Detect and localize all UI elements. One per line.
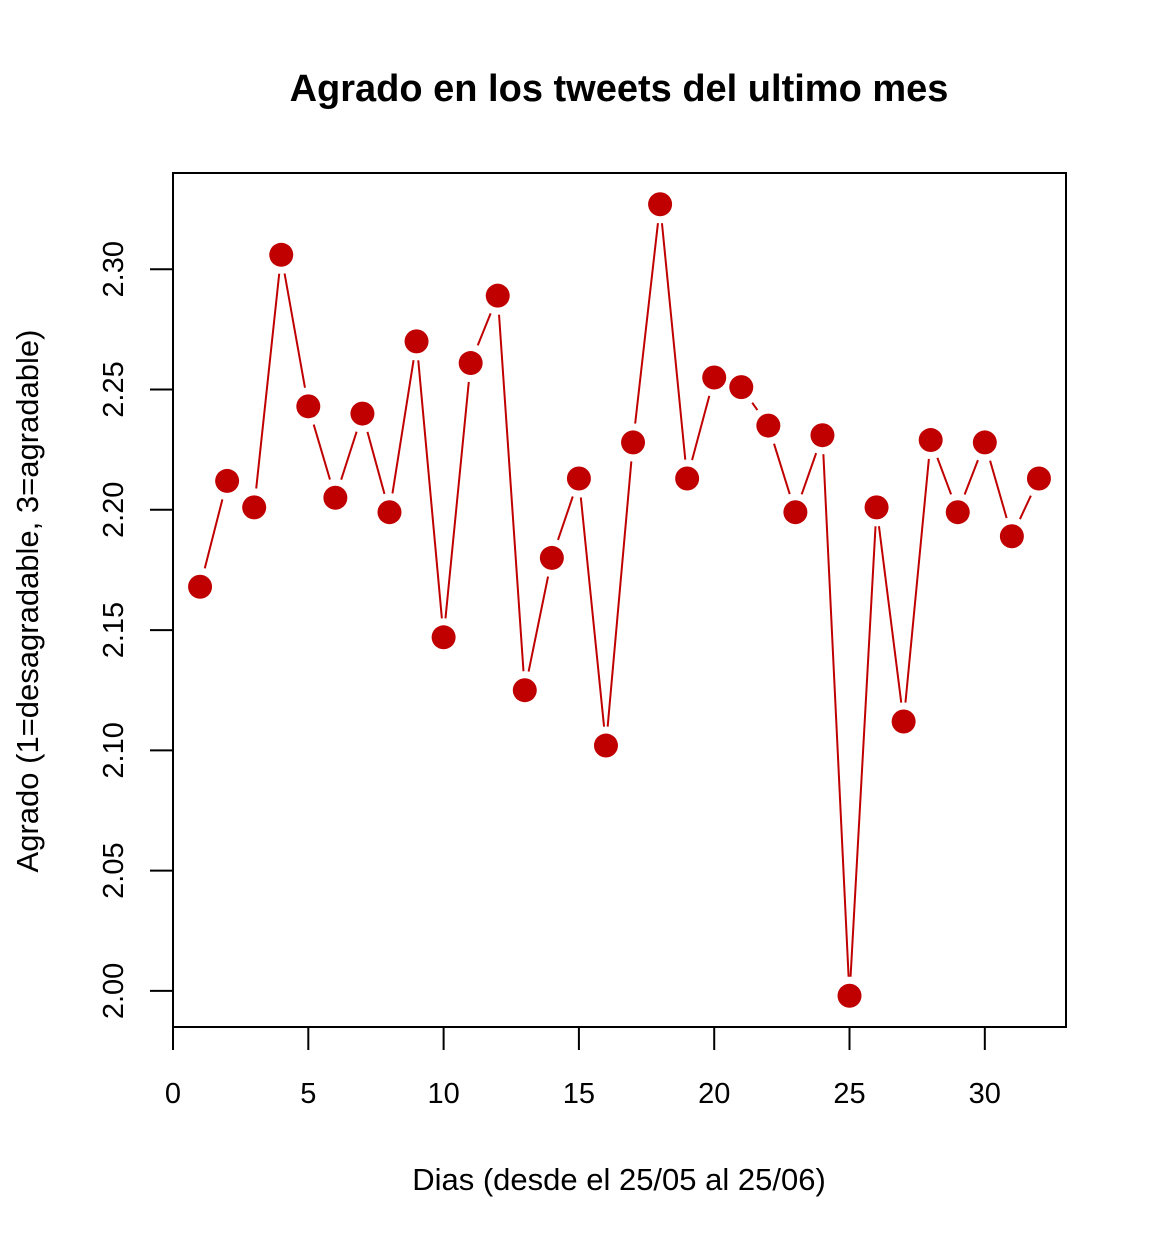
series-line-segment xyxy=(660,223,687,460)
series-line-segment xyxy=(579,497,606,727)
x-tick-label: 0 xyxy=(165,1078,181,1110)
y-tick-label: 2.25 xyxy=(98,361,130,417)
data-point xyxy=(918,428,943,453)
data-point xyxy=(729,375,754,400)
series-line-segment xyxy=(606,461,633,727)
series-line-segment xyxy=(527,576,550,672)
data-point xyxy=(972,430,997,455)
chart-title: Agrado en los tweets del ultimo mes xyxy=(290,68,949,110)
data-point xyxy=(512,678,537,703)
data-point xyxy=(891,709,916,734)
series-points xyxy=(188,192,1051,1008)
data-point xyxy=(864,495,889,520)
data-point xyxy=(999,524,1024,549)
y-tick-label: 2.10 xyxy=(98,722,130,778)
series-line-segment xyxy=(444,381,470,619)
x-tick-label: 25 xyxy=(833,1078,865,1110)
series-line-segment xyxy=(283,273,306,388)
series-lines xyxy=(203,223,1032,977)
data-point xyxy=(648,192,673,217)
series-line-segment xyxy=(877,526,903,703)
data-point xyxy=(323,485,348,510)
data-point xyxy=(756,413,781,438)
x-tick-label: 30 xyxy=(969,1078,1001,1110)
data-point xyxy=(296,394,321,419)
y-tick-label: 2.00 xyxy=(98,963,130,1019)
x-axis: 0 5 10 15 20 25 30 xyxy=(165,1026,1001,1110)
series-line-segment xyxy=(989,460,1008,519)
x-tick-label: 10 xyxy=(427,1078,459,1110)
data-point xyxy=(837,983,862,1008)
data-point xyxy=(593,733,618,758)
data-point xyxy=(269,242,294,267)
data-point xyxy=(675,466,700,491)
data-point xyxy=(539,545,564,570)
data-point xyxy=(783,500,808,525)
data-point xyxy=(621,430,646,455)
y-tick-label: 2.30 xyxy=(98,241,130,297)
series-line-segment xyxy=(904,458,930,703)
series-line-segment xyxy=(800,452,818,495)
series-line-segment xyxy=(498,314,525,672)
data-point xyxy=(377,500,402,525)
series-line-segment xyxy=(366,431,386,495)
data-point xyxy=(1026,466,1051,491)
series-line-segment xyxy=(476,312,492,346)
series-line-segment xyxy=(557,496,574,541)
y-tick-label: 2.05 xyxy=(98,842,130,898)
series-line-segment xyxy=(340,431,358,480)
series-line-segment xyxy=(1019,495,1032,520)
data-point xyxy=(945,500,970,525)
series-line-segment xyxy=(936,457,953,495)
series-line-segment xyxy=(203,499,224,569)
x-tick-label: 15 xyxy=(563,1078,595,1110)
series-line-segment xyxy=(391,360,415,494)
x-tick-label: 20 xyxy=(698,1078,730,1110)
data-point xyxy=(566,466,591,491)
x-axis-label: Dias (desde el 25/05 al 25/06) xyxy=(412,1162,826,1197)
data-point xyxy=(810,423,835,448)
series-line-segment xyxy=(773,443,791,495)
data-point xyxy=(485,283,510,308)
data-point xyxy=(188,574,213,599)
data-point xyxy=(404,329,429,354)
data-point xyxy=(215,468,240,493)
data-point xyxy=(350,401,375,426)
series-line-segment xyxy=(751,402,759,411)
series-line-segment xyxy=(963,459,979,495)
series-line-segment xyxy=(849,526,877,977)
data-point xyxy=(702,365,727,390)
series-line-segment xyxy=(691,395,711,461)
y-tick-label: 2.20 xyxy=(98,482,130,538)
data-point xyxy=(458,351,483,376)
x-tick-label: 5 xyxy=(300,1078,316,1110)
series-line-segment xyxy=(312,424,331,480)
data-point xyxy=(242,495,267,520)
series-line-segment xyxy=(417,360,443,619)
y-tick-label: 2.15 xyxy=(98,602,130,658)
series-line-segment xyxy=(634,223,659,424)
series-line-segment xyxy=(822,454,850,977)
y-axis: 2.00 2.05 2.10 2.15 2.20 2.25 2.30 xyxy=(98,241,174,1019)
data-point xyxy=(431,625,456,650)
y-axis-label: Agrado (1=desagradable, 3=agradable) xyxy=(10,330,45,873)
series-line-segment xyxy=(255,273,281,489)
